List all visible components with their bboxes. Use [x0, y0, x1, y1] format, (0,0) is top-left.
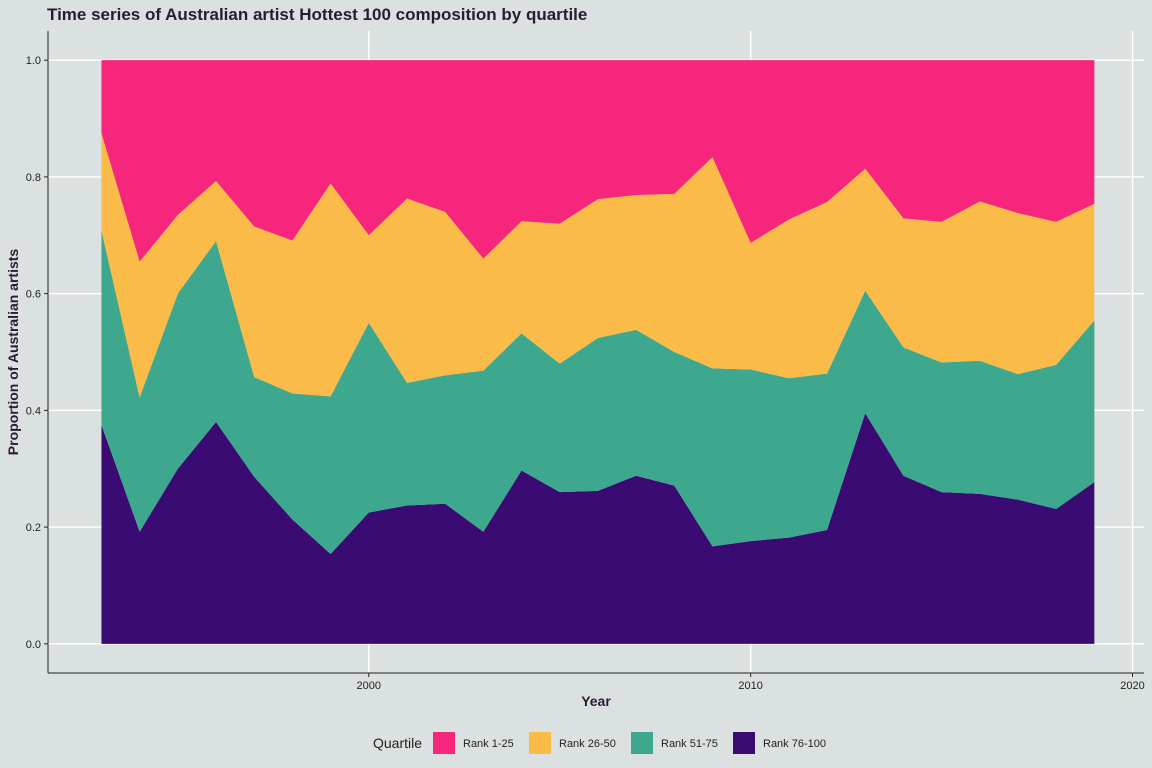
- legend: Quartile Rank 1-25 Rank 26-50 Rank 51-75 Ra…: [373, 732, 826, 754]
- legend-label-rank-51-75: Rank 51-75: [661, 738, 718, 750]
- area-layer: [101, 60, 1095, 644]
- y-tick-label: 0.2: [26, 522, 41, 534]
- y-tick-label: 0.4: [26, 405, 41, 417]
- legend-label-rank-1-25: Rank 1-25: [463, 738, 514, 750]
- x-tick-label: 2020: [1120, 680, 1144, 692]
- area-rank-26-50: [101, 133, 1095, 398]
- area-rank-1-25: [101, 60, 1095, 262]
- y-tick-label: 0.8: [26, 172, 41, 184]
- area-rank-76-100: [101, 413, 1095, 644]
- area-rank-51-75: [101, 230, 1095, 554]
- x-tick-label: 2000: [357, 680, 381, 692]
- legend-label-rank-76-100: Rank 76-100: [763, 738, 826, 750]
- x-axis-title: Year: [581, 693, 611, 709]
- legend-key-rank-1-25: [433, 732, 455, 754]
- legend-key-rank-76-100: [733, 732, 755, 754]
- x-tick-label: 2010: [738, 680, 762, 692]
- y-tick-label: 0.0: [26, 639, 41, 651]
- y-axis-title: Proportion of Australian artists: [5, 249, 21, 456]
- y-tick-label: 1.0: [26, 55, 41, 67]
- legend-label-rank-26-50: Rank 26-50: [559, 738, 616, 750]
- axes: 0.0 0.2 0.4 0.6 0.8 1.0 2000 2010 2020: [26, 31, 1145, 692]
- y-tick-label: 0.6: [26, 289, 41, 301]
- legend-key-rank-51-75: [631, 732, 653, 754]
- chart-title: Time series of Australian artist Hottest…: [47, 5, 587, 24]
- legend-key-rank-26-50: [529, 732, 551, 754]
- legend-title: Quartile: [373, 735, 422, 751]
